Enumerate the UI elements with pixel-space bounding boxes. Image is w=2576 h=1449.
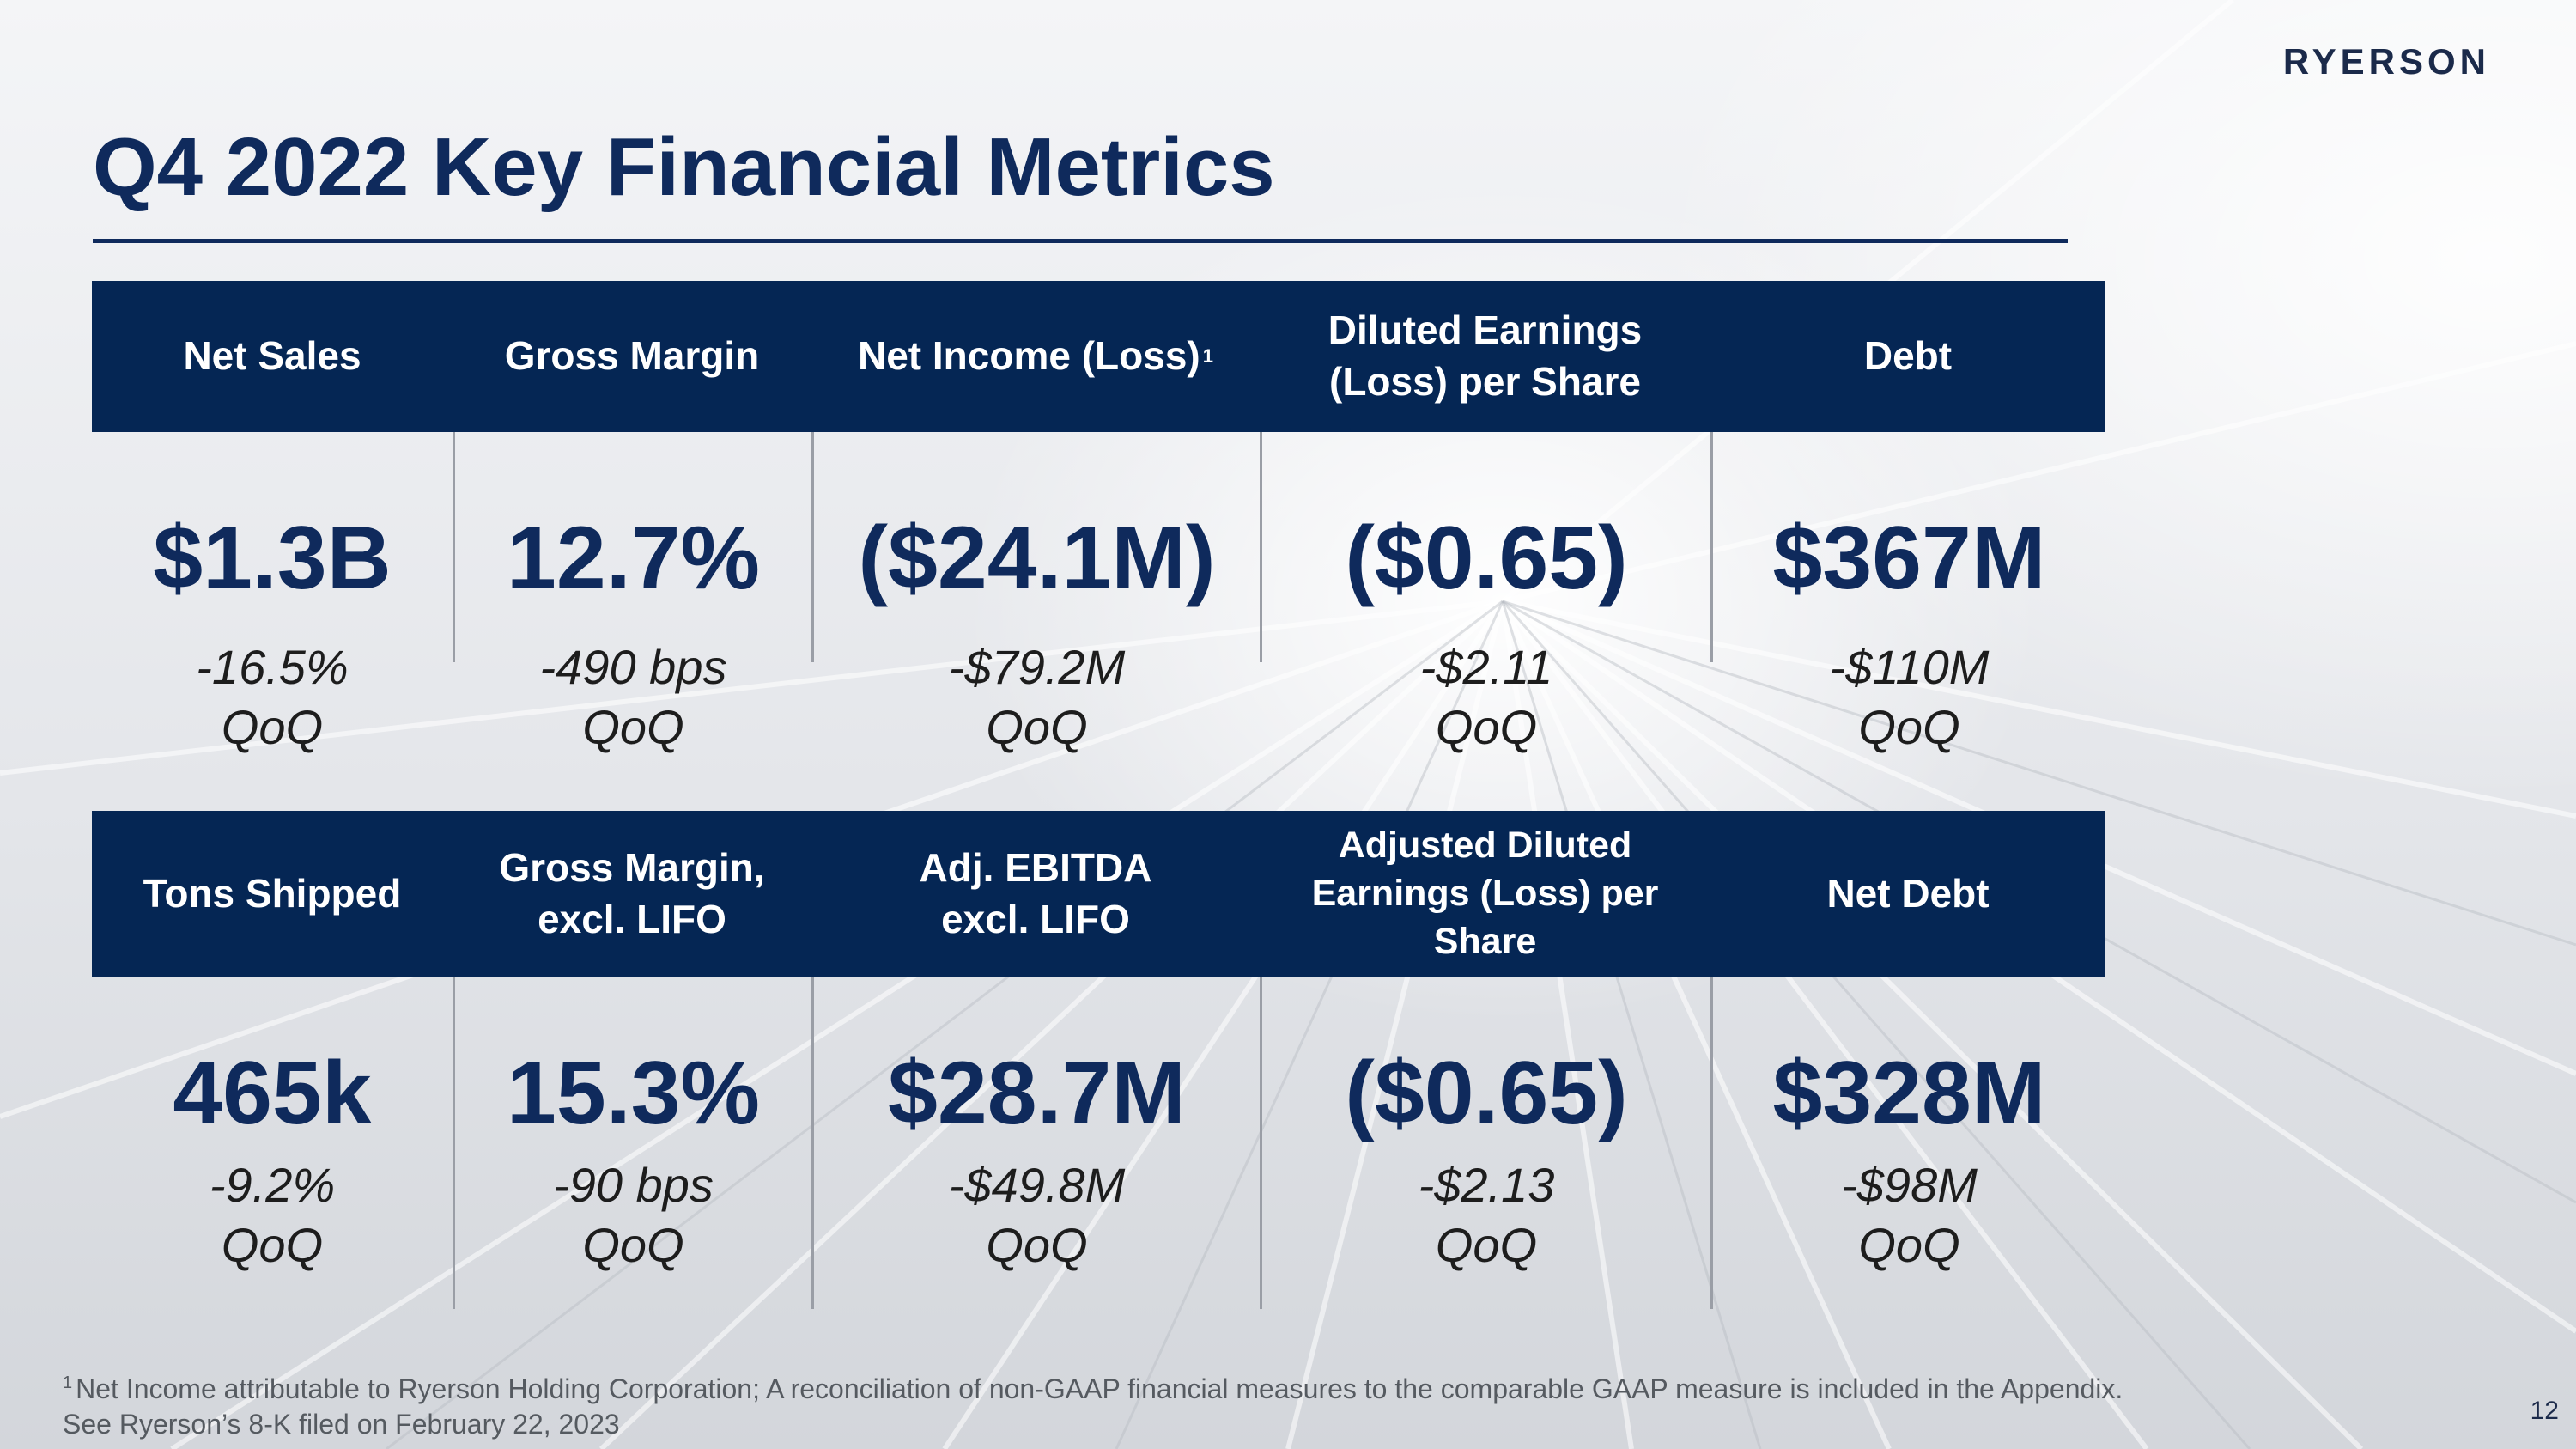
metric-cell: 465k -9.2% QoQ [92,977,453,1309]
page-title: Q4 2022 Key Financial Metrics [93,121,1275,213]
header-label: Net Income (Loss) [858,333,1200,379]
metric-cell: $328M -$98M QoQ [1710,977,2105,1309]
header-label: Tons Shipped [143,871,402,916]
metric-cell: $28.7M -$49.8M QoQ [811,977,1260,1309]
header-diluted-eps: Diluted Earnings (Loss) per Share [1260,281,1710,432]
metric-change-unit: QoQ [1435,700,1538,754]
metric-change-unit: QoQ [986,1218,1088,1272]
header-label: Gross Margin [504,333,760,379]
metric-cell: ($24.1M) -$79.2M QoQ [811,432,1260,754]
metric-change: -$110M [1829,640,1990,694]
metric-value: ($24.1M) [858,508,1216,608]
metric-change-unit: QoQ [1858,700,1960,754]
metric-cell: ($0.65) -$2.13 QoQ [1260,977,1710,1309]
header-net-income: Net Income (Loss) 1 [811,281,1260,432]
header-adj-diluted-eps: Adjusted Diluted Earnings (Loss) per Sha… [1260,811,1710,977]
footnote-marker: 1 [63,1373,73,1392]
header-label: Diluted Earnings (Loss) per Share [1327,307,1643,404]
header-net-debt: Net Debt [1710,811,2105,977]
header-label: Debt [1863,333,1953,379]
bottom-header-row: Tons Shipped Gross Margin, excl. LIFO Ad… [92,811,2105,977]
title-underline [93,239,2068,243]
metric-value: $28.7M [888,1044,1186,1143]
footnote-line-2: See Ryerson’s 8-K filed on February 22, … [63,1409,620,1440]
metric-change: -16.5% [196,640,349,694]
metric-value: 15.3% [507,1044,760,1143]
header-label: Net Debt [1826,871,1990,916]
metric-value: $1.3B [153,508,392,608]
metric-cell: 12.7% -490 bps QoQ [453,432,811,754]
metric-cell: $367M -$110M QoQ [1710,432,2105,754]
ryerson-logo: RYERSON [2282,41,2490,82]
metric-change: -$2.13 [1418,1158,1555,1212]
header-gross-margin-excl-lifo: Gross Margin, excl. LIFO [453,811,811,977]
footnote-marker: 1 [1202,344,1213,367]
metric-change: -$79.2M [948,640,1126,694]
metric-change: -$49.8M [948,1158,1126,1212]
top-values-row: $1.3B -16.5% QoQ 12.7% -490 bps QoQ ($24… [92,432,2105,754]
top-header-row: Net Sales Gross Margin Net Income (Loss)… [92,281,2105,432]
metric-change-unit: QoQ [1435,1218,1538,1272]
footnote: 1 Net Income attributable to Ryerson Hold… [63,1366,2381,1442]
metric-change: -$2.11 [1419,640,1553,694]
metric-value: 12.7% [507,508,760,608]
header-net-sales: Net Sales [92,281,453,432]
header-tons-shipped: Tons Shipped [92,811,453,977]
header-label: Adj. EBITDA excl. LIFO [919,845,1152,941]
metric-cell: ($0.65) -$2.11 QoQ [1260,432,1710,754]
metric-change-unit: QoQ [221,700,324,754]
footnote-line-1: 1 Net Income attributable to Ryerson Hold… [63,1366,2381,1407]
bottom-values-row: 465k -9.2% QoQ 15.3% -90 bps QoQ $28.7M … [92,977,2105,1309]
header-label: Gross Margin, excl. LIFO [499,845,765,941]
metric-change-unit: QoQ [582,1218,684,1272]
header-label: Adjusted Diluted Earnings (Loss) per Sha… [1311,825,1659,962]
metric-value: 465k [173,1044,372,1143]
header-gross-margin: Gross Margin [453,281,811,432]
metric-change-unit: QoQ [986,700,1088,754]
metric-value: ($0.65) [1345,508,1628,608]
metric-value: $367M [1772,508,2046,608]
metric-value: $328M [1772,1044,2046,1143]
page-number: 12 [2530,1397,2559,1425]
header-adj-ebitda: Adj. EBITDA excl. LIFO [811,811,1260,977]
metric-value: ($0.65) [1345,1044,1628,1143]
metric-change-unit: QoQ [582,700,684,754]
metric-cell: $1.3B -16.5% QoQ [92,432,453,754]
metric-change: -490 bps [539,640,727,694]
metric-change-unit: QoQ [221,1218,324,1272]
header-label: Net Sales [183,333,361,379]
footnote-text: Net Income attributable to Ryerson Holdi… [76,1373,2123,1404]
metric-change-unit: QoQ [1858,1218,1960,1272]
metric-change: -$98M [1841,1158,1978,1212]
metric-change: -9.2% [209,1158,336,1212]
header-debt: Debt [1710,281,2105,432]
metric-cell: 15.3% -90 bps QoQ [453,977,811,1309]
metric-change: -90 bps [553,1158,714,1212]
